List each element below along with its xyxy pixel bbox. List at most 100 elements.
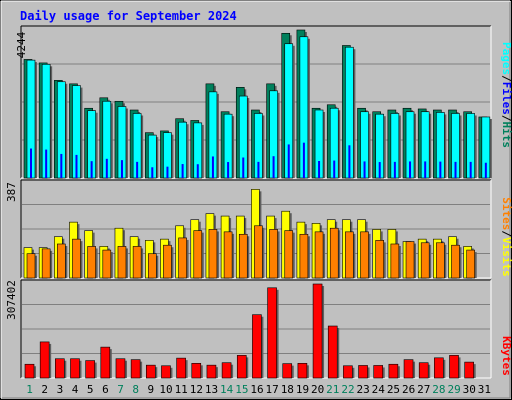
- kbytes-bar: [297, 363, 308, 379]
- kbytes-bar: [343, 365, 353, 379]
- x-tick-label: 26: [402, 383, 415, 396]
- files-bar: [393, 161, 396, 178]
- files-bar: [227, 162, 230, 178]
- kbytes-panel: [20, 279, 492, 379]
- y-max-label-hits: 4244: [15, 31, 28, 58]
- kbytes-bar: [70, 358, 80, 379]
- sites-bar: [269, 229, 278, 279]
- sites-bar: [102, 249, 112, 279]
- sites-bar: [132, 246, 142, 279]
- kbytes-bar: [418, 362, 429, 379]
- legend-hits: Pages/Files/Hits: [500, 42, 512, 148]
- x-tick-label: 5: [87, 383, 94, 396]
- kbytes-bar: [236, 355, 247, 379]
- files-bar: [318, 160, 321, 178]
- files-bar: [257, 161, 260, 178]
- sites-bar: [375, 240, 385, 279]
- chart-title: Daily usage for September 2024: [20, 9, 237, 23]
- x-tick-label: 3: [57, 383, 64, 396]
- x-tick-label: 20: [311, 383, 324, 396]
- x-tick-label: 6: [102, 383, 109, 396]
- x-tick-label: 25: [387, 383, 400, 396]
- sites-bar: [238, 233, 248, 279]
- sites-bar: [314, 231, 324, 279]
- hits-panel: [20, 25, 492, 179]
- x-tick-label: 21: [326, 383, 339, 396]
- sites-bar: [57, 243, 66, 279]
- x-tick-label: 15: [235, 383, 248, 396]
- files-bar: [211, 156, 214, 178]
- kbytes-bar: [115, 358, 126, 379]
- files-bar: [75, 154, 78, 178]
- legend-pages: Pages: [500, 42, 512, 75]
- files-bar: [454, 161, 457, 178]
- x-tick-label: 14: [220, 383, 234, 396]
- sites-bar: [223, 231, 233, 279]
- legend-kbytes: KBytes: [500, 336, 512, 376]
- files-bar: [272, 156, 275, 178]
- svg-text:Sites/Visits: Sites/Visits: [500, 197, 512, 277]
- kbytes-bar: [145, 364, 156, 379]
- sites-bar: [117, 246, 127, 279]
- files-bar: [439, 161, 442, 178]
- sites-bar: [405, 241, 415, 279]
- sites-bar: [178, 237, 187, 279]
- legend-files: Files: [500, 82, 512, 115]
- files-bar: [424, 161, 427, 178]
- files-bar: [302, 142, 305, 178]
- sites-bar: [163, 244, 172, 279]
- kbytes-bar: [464, 361, 474, 379]
- x-tick-label: 16: [250, 383, 263, 396]
- files-bar: [120, 160, 123, 178]
- sites-bar: [41, 248, 51, 279]
- kbytes-bar: [191, 363, 202, 379]
- sites-bar: [345, 231, 354, 279]
- files-bar: [348, 145, 351, 178]
- x-tick-label: 1: [26, 383, 33, 396]
- files-bar: [484, 162, 487, 178]
- files-bar: [45, 149, 48, 178]
- sites-bar: [254, 225, 263, 279]
- kbytes-bar: [373, 365, 384, 379]
- kbytes-bar: [39, 341, 50, 379]
- files-bar: [151, 167, 154, 178]
- kbytes-bar: [434, 357, 444, 379]
- kbytes-bar: [206, 364, 217, 379]
- sites-bar: [87, 246, 96, 279]
- kbytes-bar: [282, 363, 293, 379]
- x-tick-label: 31: [478, 383, 491, 396]
- visits-panel: [20, 179, 492, 279]
- legend-sites: Sites: [500, 197, 512, 230]
- kbytes-bar: [221, 362, 232, 379]
- x-tick-label: 30: [463, 383, 476, 396]
- files-bar: [105, 158, 108, 178]
- sites-bar: [72, 238, 81, 279]
- kbytes-bar: [267, 287, 277, 379]
- x-tick-label: 17: [266, 383, 279, 396]
- x-tick-label: 29: [447, 383, 460, 396]
- x-tick-label: 8: [132, 383, 139, 396]
- kbytes-bar: [388, 363, 399, 379]
- kbytes-bar: [327, 325, 338, 379]
- x-tick-label: 9: [148, 383, 155, 396]
- kbytes-bar: [130, 359, 141, 379]
- files-bar: [136, 161, 139, 178]
- sites-bar: [360, 231, 369, 279]
- sites-bar: [329, 227, 339, 279]
- files-bar: [287, 144, 290, 178]
- files-bar: [409, 161, 412, 178]
- sites-bar: [436, 242, 445, 279]
- x-tick-label: 18: [281, 383, 294, 396]
- sites-bar: [193, 230, 203, 279]
- sites-bar: [299, 233, 309, 279]
- y-max-label-kbytes: 307402: [5, 280, 18, 320]
- sites-bar: [208, 229, 218, 279]
- kbytes-bar: [55, 358, 65, 379]
- x-tick-label: 2: [41, 383, 48, 396]
- kbytes-bar: [100, 346, 111, 379]
- kbytes-bar: [403, 359, 414, 379]
- sites-bar: [284, 230, 294, 279]
- x-tick-label: 27: [417, 383, 430, 396]
- kbytes-bar: [176, 357, 186, 379]
